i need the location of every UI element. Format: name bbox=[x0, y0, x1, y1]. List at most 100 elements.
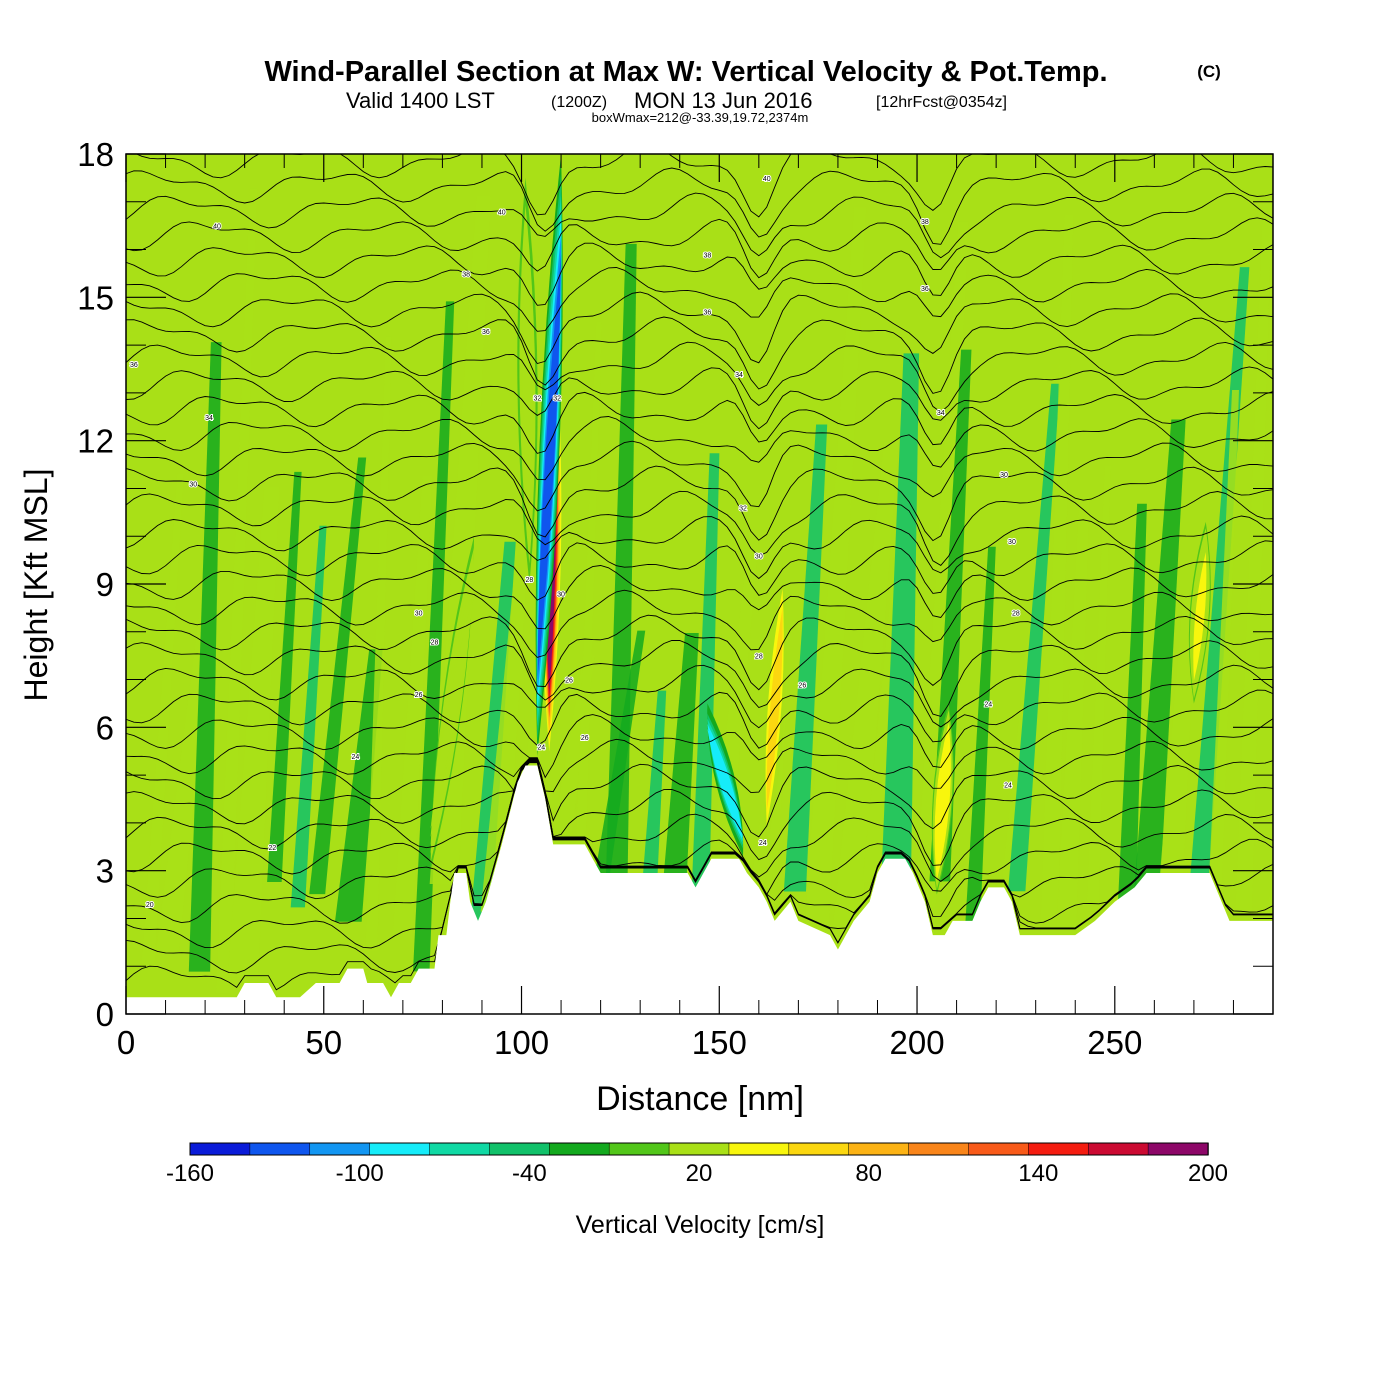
theta-contour bbox=[126, 758, 1273, 838]
theta-contour bbox=[126, 465, 1273, 542]
theta-contour bbox=[135, 154, 1273, 218]
theta-contour bbox=[126, 689, 1273, 749]
velocity-band bbox=[1039, 214, 1074, 950]
theta-contour-label: 30 bbox=[557, 592, 565, 599]
updraft-core bbox=[766, 607, 783, 811]
colorbar-tick-label: 20 bbox=[686, 1160, 713, 1187]
theta-contour-label: 28 bbox=[755, 654, 763, 661]
theta-contour bbox=[126, 664, 1273, 729]
theta-contour-label: 28 bbox=[431, 639, 439, 646]
theta-contour-label: 26 bbox=[798, 682, 806, 689]
colorbar-swatch bbox=[369, 1142, 431, 1156]
velocity-band bbox=[1008, 383, 1060, 892]
y-axis-label: Height [Kft MSL] bbox=[18, 469, 54, 702]
theta-contour bbox=[126, 759, 1273, 896]
theta-contour-label: 32 bbox=[533, 396, 541, 403]
velocity-band bbox=[1086, 465, 1111, 912]
velocity-band bbox=[1232, 199, 1272, 981]
velocity-band bbox=[413, 301, 455, 972]
theta-contour-label: 40 bbox=[213, 224, 221, 231]
x-tick-label: 0 bbox=[117, 1024, 135, 1061]
theta-contour-label: 28 bbox=[526, 577, 534, 584]
downdraft-core bbox=[707, 728, 744, 838]
theta-contour-label: 24 bbox=[1004, 783, 1012, 790]
velocity-band bbox=[704, 533, 760, 912]
theta-contour-label: 36 bbox=[704, 310, 712, 317]
velocity-band bbox=[783, 424, 828, 892]
colorbar-swatch bbox=[788, 1142, 850, 1156]
velocity-bands bbox=[140, 188, 1273, 997]
colorbar-swatch bbox=[549, 1142, 610, 1156]
theta-contour-label: 38 bbox=[704, 252, 712, 259]
colorbar-tick-label: -40 bbox=[512, 1160, 547, 1187]
theta-contour bbox=[126, 341, 1273, 413]
theta-contour bbox=[126, 639, 1273, 717]
colorbar-swatch bbox=[429, 1142, 491, 1156]
velocity-band bbox=[1125, 419, 1186, 997]
colorbar-swatch bbox=[728, 1142, 790, 1156]
plot-area: 40 40 40 38 38 38 36 36 36 36 34 34 34 32 32 30 32 30 30 30… bbox=[126, 154, 1273, 1014]
colorbar-swatch bbox=[908, 1142, 970, 1156]
theta-contour bbox=[126, 242, 1273, 306]
y-tick-label: 9 bbox=[96, 566, 114, 603]
copyright-mark: (C) bbox=[1197, 62, 1221, 81]
velocity-band bbox=[912, 221, 969, 947]
theta-contour bbox=[126, 714, 1273, 779]
chart-subtitle: Valid 1400 LST (1200Z) MON 13 Jun 2016 [… bbox=[346, 88, 1007, 113]
colorbar-swatch bbox=[848, 1142, 910, 1156]
theta-contour-label: 30 bbox=[1008, 539, 1016, 546]
y-tick-label: 12 bbox=[77, 423, 114, 460]
velocity-band bbox=[1207, 390, 1239, 914]
theta-contour-label: 36 bbox=[130, 362, 138, 369]
theta-contour-label: 30 bbox=[415, 611, 423, 618]
theta-contour bbox=[126, 416, 1273, 481]
theta-contour-label: 28 bbox=[1012, 611, 1020, 618]
velocity-band bbox=[227, 486, 280, 978]
theta-contour bbox=[126, 759, 1273, 882]
theta-contour-label: 38 bbox=[462, 271, 470, 278]
theta-contour bbox=[126, 490, 1273, 566]
theta-contour bbox=[126, 614, 1273, 691]
velocity-band bbox=[365, 336, 392, 951]
updraft-core bbox=[522, 245, 533, 534]
box-wmax-info: boxWmax=212@-33.39,19.72,2374m bbox=[592, 110, 809, 125]
theta-contour-label: 38 bbox=[921, 219, 929, 226]
subtitle-date: MON 13 Jun 2016 bbox=[634, 88, 813, 113]
theta-contour bbox=[126, 291, 1273, 365]
theta-contour bbox=[126, 440, 1273, 512]
x-tick-label: 150 bbox=[692, 1024, 747, 1061]
colorbar-swatch bbox=[1087, 1142, 1149, 1156]
y-tick-label: 0 bbox=[96, 996, 114, 1033]
velocity-band bbox=[267, 471, 302, 882]
colorbar-label: Vertical Velocity [cm/s] bbox=[576, 1211, 825, 1239]
theta-contour-label: 36 bbox=[921, 286, 929, 293]
theta-contour-label: 30 bbox=[189, 482, 197, 489]
x-tick-label: 50 bbox=[305, 1024, 342, 1061]
theta-contour bbox=[126, 366, 1273, 430]
velocity-band bbox=[1054, 496, 1090, 970]
theta-contour-label: 34 bbox=[937, 410, 945, 417]
theta-contour bbox=[126, 192, 1273, 259]
updraft-core bbox=[1193, 552, 1207, 681]
y-tick-label: 3 bbox=[96, 853, 114, 890]
velocity-band bbox=[964, 546, 996, 937]
theta-contour bbox=[126, 758, 1273, 866]
theta-contour-label: 26 bbox=[565, 678, 573, 685]
downdraft-core bbox=[537, 254, 562, 681]
velocity-band bbox=[830, 442, 899, 951]
theta-contour bbox=[126, 515, 1273, 580]
velocity-band bbox=[463, 541, 516, 997]
colorbar-swatch bbox=[189, 1142, 251, 1156]
theta-contour bbox=[126, 267, 1273, 332]
theta-contour-label: 24 bbox=[352, 754, 360, 761]
theta-contour bbox=[126, 589, 1273, 658]
theta-contour-label: 34 bbox=[205, 415, 213, 422]
theta-contour bbox=[126, 391, 1273, 454]
theta-contour-label: 34 bbox=[735, 372, 743, 379]
theta-contour-label: 26 bbox=[581, 735, 589, 742]
velocity-band bbox=[687, 453, 720, 987]
theta-contour-label: 36 bbox=[482, 329, 490, 336]
colorbar-tick-label: 140 bbox=[1018, 1160, 1058, 1187]
y-tick-label: 6 bbox=[96, 709, 114, 746]
